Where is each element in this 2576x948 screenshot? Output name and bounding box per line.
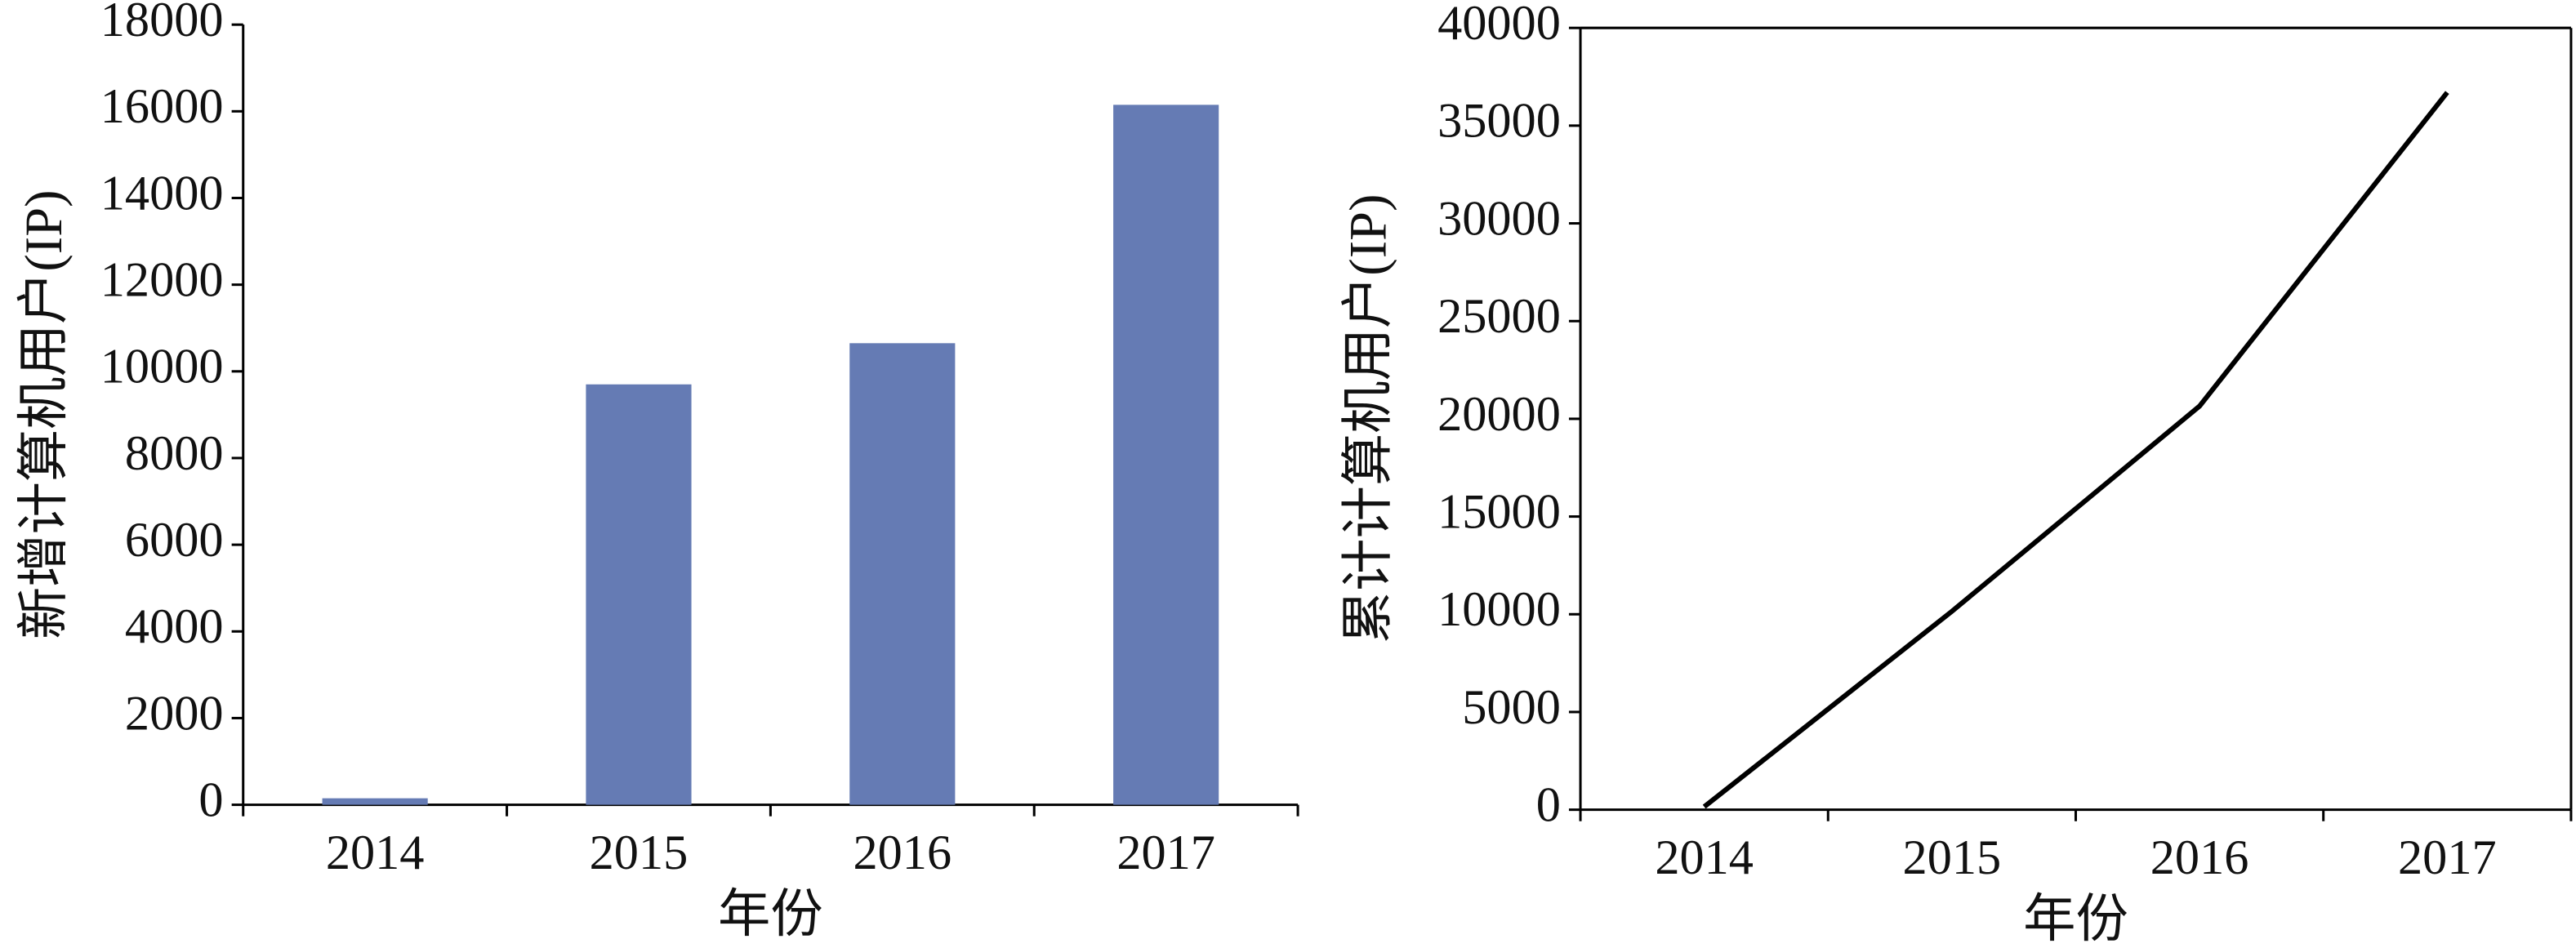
y-tick-label: 25000 <box>1437 289 1561 344</box>
y-tick-label: 0 <box>198 772 223 827</box>
x-tick-label: 2014 <box>326 826 425 880</box>
x-tick-label: 2014 <box>1655 830 1754 885</box>
x-tick-label: 2016 <box>2150 830 2249 885</box>
y-axis-label: 累计计算机用户(IP) <box>1339 194 1397 644</box>
bar <box>1113 105 1219 805</box>
y-tick-label: 5000 <box>1462 680 1561 735</box>
x-tick-label: 2016 <box>853 826 952 880</box>
y-tick-label: 35000 <box>1437 94 1561 149</box>
y-tick-label: 40000 <box>1437 0 1561 51</box>
y-tick-label: 10000 <box>1437 582 1561 637</box>
x-axis-label: 年份 <box>718 885 823 943</box>
y-tick-label: 14000 <box>100 166 224 220</box>
y-tick-label: 4000 <box>125 599 224 654</box>
line <box>1702 91 2449 809</box>
y-tick-label: 2000 <box>125 686 224 741</box>
y-tick-label: 8000 <box>125 426 224 481</box>
x-axis-label: 年份 <box>2023 890 2128 948</box>
y-tick-label: 30000 <box>1437 191 1561 246</box>
bar <box>849 343 956 805</box>
y-tick-label: 10000 <box>100 340 224 394</box>
y-tick-label: 16000 <box>100 79 224 134</box>
bar <box>586 384 692 805</box>
x-tick-label: 2017 <box>2398 830 2497 885</box>
y-tick-label: 0 <box>1536 777 1561 832</box>
x-tick-label: 2017 <box>1116 826 1215 880</box>
bar <box>322 798 428 805</box>
y-tick-label: 18000 <box>100 0 224 47</box>
x-tick-label: 2015 <box>590 826 689 880</box>
y-tick-label: 12000 <box>100 252 224 307</box>
y-tick-label: 6000 <box>125 513 224 567</box>
y-axis-label: 新增计算机用户(IP) <box>15 190 73 640</box>
y-tick-label: 15000 <box>1437 484 1561 539</box>
y-tick-label: 20000 <box>1437 387 1561 442</box>
x-tick-label: 2015 <box>1903 830 2002 885</box>
